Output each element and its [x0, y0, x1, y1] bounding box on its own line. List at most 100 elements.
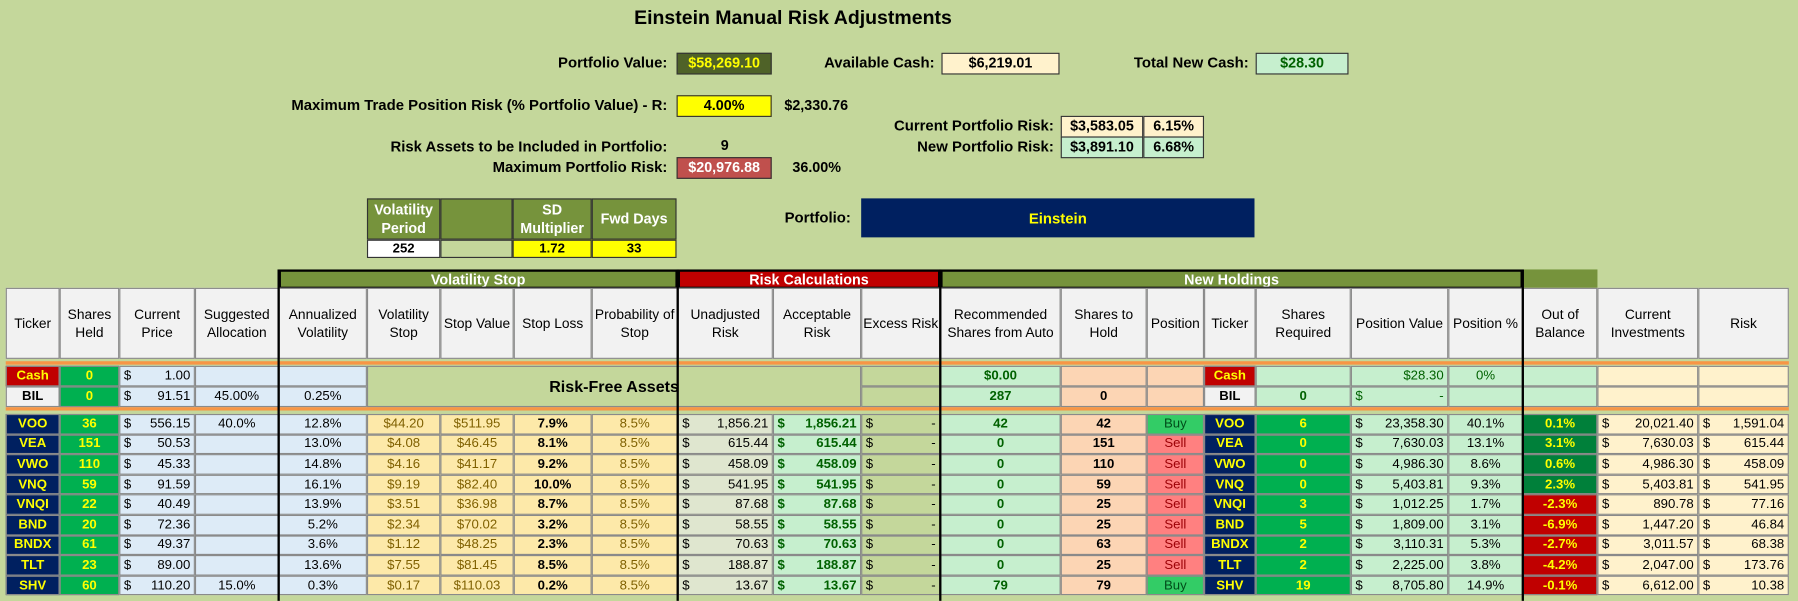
- cell-text: 458.09: [727, 457, 769, 472]
- cell: $58.55: [772, 514, 862, 536]
- cell-text: BND: [1215, 518, 1245, 532]
- cell-text: 8.1%: [537, 437, 568, 452]
- cell: $ -: [861, 575, 941, 596]
- cell: 8.5%: [591, 514, 678, 536]
- cell: $3.51: [366, 494, 441, 515]
- label: Current Portfolio Risk:: [893, 116, 1054, 135]
- cell-text: 8.5%: [619, 538, 650, 553]
- cell-text: VOO: [18, 417, 48, 431]
- cell: $89.00: [119, 555, 195, 576]
- cell-text: $0.00: [983, 369, 1017, 383]
- cell-text: -: [931, 497, 936, 512]
- divider: [1521, 269, 1524, 601]
- cell-text: -0.1%: [1542, 578, 1578, 593]
- value-box: $20,976.88: [676, 157, 772, 179]
- cell: 0: [1255, 434, 1351, 455]
- cell-text: $: [1601, 477, 1610, 492]
- cell: 40.1%: [1448, 413, 1523, 435]
- cell-text: $: [123, 518, 132, 532]
- cell-text: 151: [1092, 437, 1115, 452]
- cell-text: $28.30: [1403, 369, 1444, 383]
- value-box: $28.30: [1255, 52, 1349, 75]
- cell-text: $82.40: [456, 477, 498, 492]
- cell-text: $70.02: [456, 518, 498, 532]
- cell-text: Ticker: [1211, 315, 1249, 332]
- cell: 13.0%: [278, 434, 367, 455]
- cell-text: $: [682, 457, 690, 472]
- cell: -2.3%: [1522, 494, 1598, 515]
- cell: $4.08: [366, 434, 441, 455]
- cell: 13.6%: [278, 555, 367, 576]
- divider: [676, 269, 679, 601]
- cell: [194, 494, 279, 515]
- cell: $458.09: [772, 454, 862, 475]
- cell-text: 0%: [1476, 369, 1496, 383]
- cell-text: Stop Value: [443, 315, 511, 332]
- cell: $2,225.00: [1350, 555, 1449, 576]
- cell-text: $: [865, 518, 874, 532]
- cell-text: 0: [996, 437, 1005, 452]
- cell-text: 2,047.00: [1642, 558, 1694, 573]
- cell: SHV: [1204, 575, 1256, 596]
- cell: $6,612.00: [1597, 575, 1699, 596]
- cell-text: $: [123, 457, 132, 472]
- cell: 45.00%: [194, 386, 279, 408]
- column-header: Current Investments: [1597, 287, 1699, 359]
- cell-text: 4,986.30: [1642, 457, 1694, 472]
- cell: [1146, 386, 1205, 408]
- cell: VEA: [1204, 434, 1256, 455]
- cell-text: 1,447.20: [1642, 518, 1694, 532]
- cell: 3.6%: [278, 535, 367, 556]
- cell-text: 33: [626, 241, 642, 256]
- cell-text: $4.16: [387, 457, 421, 472]
- cell: 0: [940, 494, 1061, 515]
- cell-text: -6.9%: [1542, 518, 1578, 532]
- cell-text: 458.09: [1743, 457, 1785, 472]
- cell-text: Suggested Allocation: [203, 306, 270, 341]
- column-header: Stop Loss: [513, 287, 592, 359]
- label: Maximum Portfolio Risk:: [492, 158, 668, 176]
- cell-text: Stop Loss: [522, 315, 584, 332]
- portfolio-name: Einstein: [861, 198, 1255, 238]
- cell-text: 89.00: [157, 558, 191, 573]
- cell-text: $: [777, 417, 785, 431]
- cell-text: 15.0%: [218, 578, 256, 593]
- label: Maximum Trade Position Risk (% Portfolio…: [291, 96, 668, 114]
- cell-text: $: [1702, 497, 1711, 512]
- cell-text: $: [865, 578, 874, 593]
- cell: TLT: [1204, 555, 1256, 576]
- cell-text: Shares to Hold: [1074, 306, 1134, 341]
- cell: $615.44: [772, 434, 862, 455]
- cell-text: Sell: [1164, 558, 1187, 573]
- cell: $1,447.20: [1597, 514, 1699, 536]
- cell-text: 1,012.25: [1392, 497, 1444, 512]
- cell-text: 541.95: [816, 477, 857, 492]
- cell-text: $36.98: [456, 497, 498, 512]
- cell-text: -: [931, 477, 936, 492]
- cell: $13.67: [677, 575, 773, 596]
- cell-text: 541.95: [1743, 477, 1785, 492]
- cell: SHV: [5, 575, 60, 596]
- cell-text: 79: [993, 578, 1008, 593]
- cell-text: 0: [1100, 389, 1108, 404]
- cell: BND: [5, 514, 60, 536]
- cell-text: $: [682, 558, 690, 573]
- cell: 2.3%: [513, 535, 592, 556]
- cell-text: 58.55: [823, 518, 857, 532]
- cell: 8.5%: [591, 555, 678, 576]
- cell: 25: [1060, 494, 1147, 515]
- cell: 5.3%: [1448, 535, 1523, 556]
- label: Total New Cash:: [1133, 53, 1249, 72]
- cell: $1,856.21: [772, 413, 862, 435]
- cell: $91.59: [119, 474, 195, 495]
- param-value: 1.72: [512, 239, 592, 259]
- cell-text: $1.12: [387, 538, 421, 553]
- cell: $20,021.40: [1597, 413, 1699, 435]
- cell: 59: [59, 474, 120, 495]
- group-header-blank: [1522, 269, 1598, 289]
- cell-text: $: [1702, 437, 1711, 452]
- cell-text: $: [123, 578, 132, 593]
- cell-text: Cash: [1213, 369, 1246, 383]
- cell-text: 59: [82, 477, 97, 492]
- cell-text: Volatility Period: [374, 201, 433, 237]
